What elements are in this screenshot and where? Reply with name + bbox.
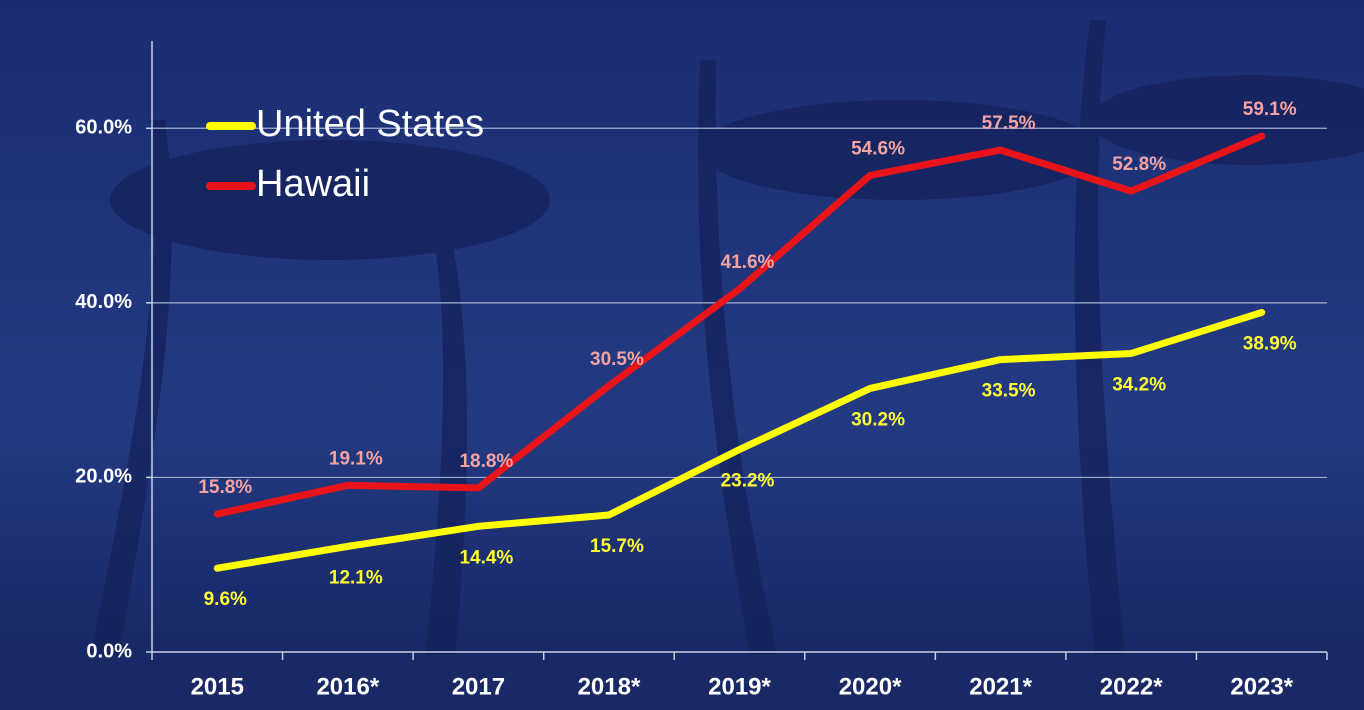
data-label: 52.8% [1112, 154, 1166, 175]
x-tick-label: 2019* [708, 673, 771, 700]
data-label: 15.8% [198, 477, 252, 498]
chart: 0.0% 20.0% 40.0% 60.0% 2015 2016* 2017 2018* 201… [0, 0, 1364, 710]
data-label: 23.2% [721, 471, 775, 492]
x-tick-label: 2020* [839, 673, 902, 700]
y-tick-label: 40.0% [75, 291, 132, 313]
data-label: 9.6% [204, 589, 247, 610]
legend-label: Hawaii [256, 163, 370, 205]
data-label: 57.5% [982, 113, 1036, 134]
page: 0.0% 20.0% 40.0% 60.0% 2015 2016* 2017 2018* 201… [0, 0, 1364, 710]
legend-label: United States [256, 103, 484, 145]
y-tick-label: 0.0% [86, 640, 132, 662]
y-tick-label: 20.0% [75, 466, 132, 488]
x-tick-label: 2021* [969, 673, 1032, 700]
data-label: 33.5% [982, 381, 1036, 402]
x-tick-label: 2015 [191, 673, 244, 700]
data-label: 12.1% [329, 567, 383, 588]
data-label: 59.1% [1243, 99, 1297, 120]
x-tick-label: 2023* [1230, 673, 1293, 700]
data-label: 30.5% [590, 349, 644, 370]
y-tick-label: 60.0% [75, 117, 132, 139]
x-tick-label: 2017 [452, 673, 505, 700]
data-label: 41.6% [721, 252, 775, 273]
x-tick-label: 2016* [316, 673, 379, 700]
data-label: 14.4% [459, 547, 513, 568]
data-label: 38.9% [1243, 333, 1297, 354]
data-label: 15.7% [590, 536, 644, 557]
data-label: 34.2% [1112, 374, 1166, 395]
data-label: 54.6% [851, 138, 905, 159]
x-tick-label: 2018* [578, 673, 641, 700]
x-tick-label: 2022* [1100, 673, 1163, 700]
data-label: 19.1% [329, 448, 383, 469]
data-label: 18.8% [459, 451, 513, 472]
data-label: 30.2% [851, 409, 905, 430]
